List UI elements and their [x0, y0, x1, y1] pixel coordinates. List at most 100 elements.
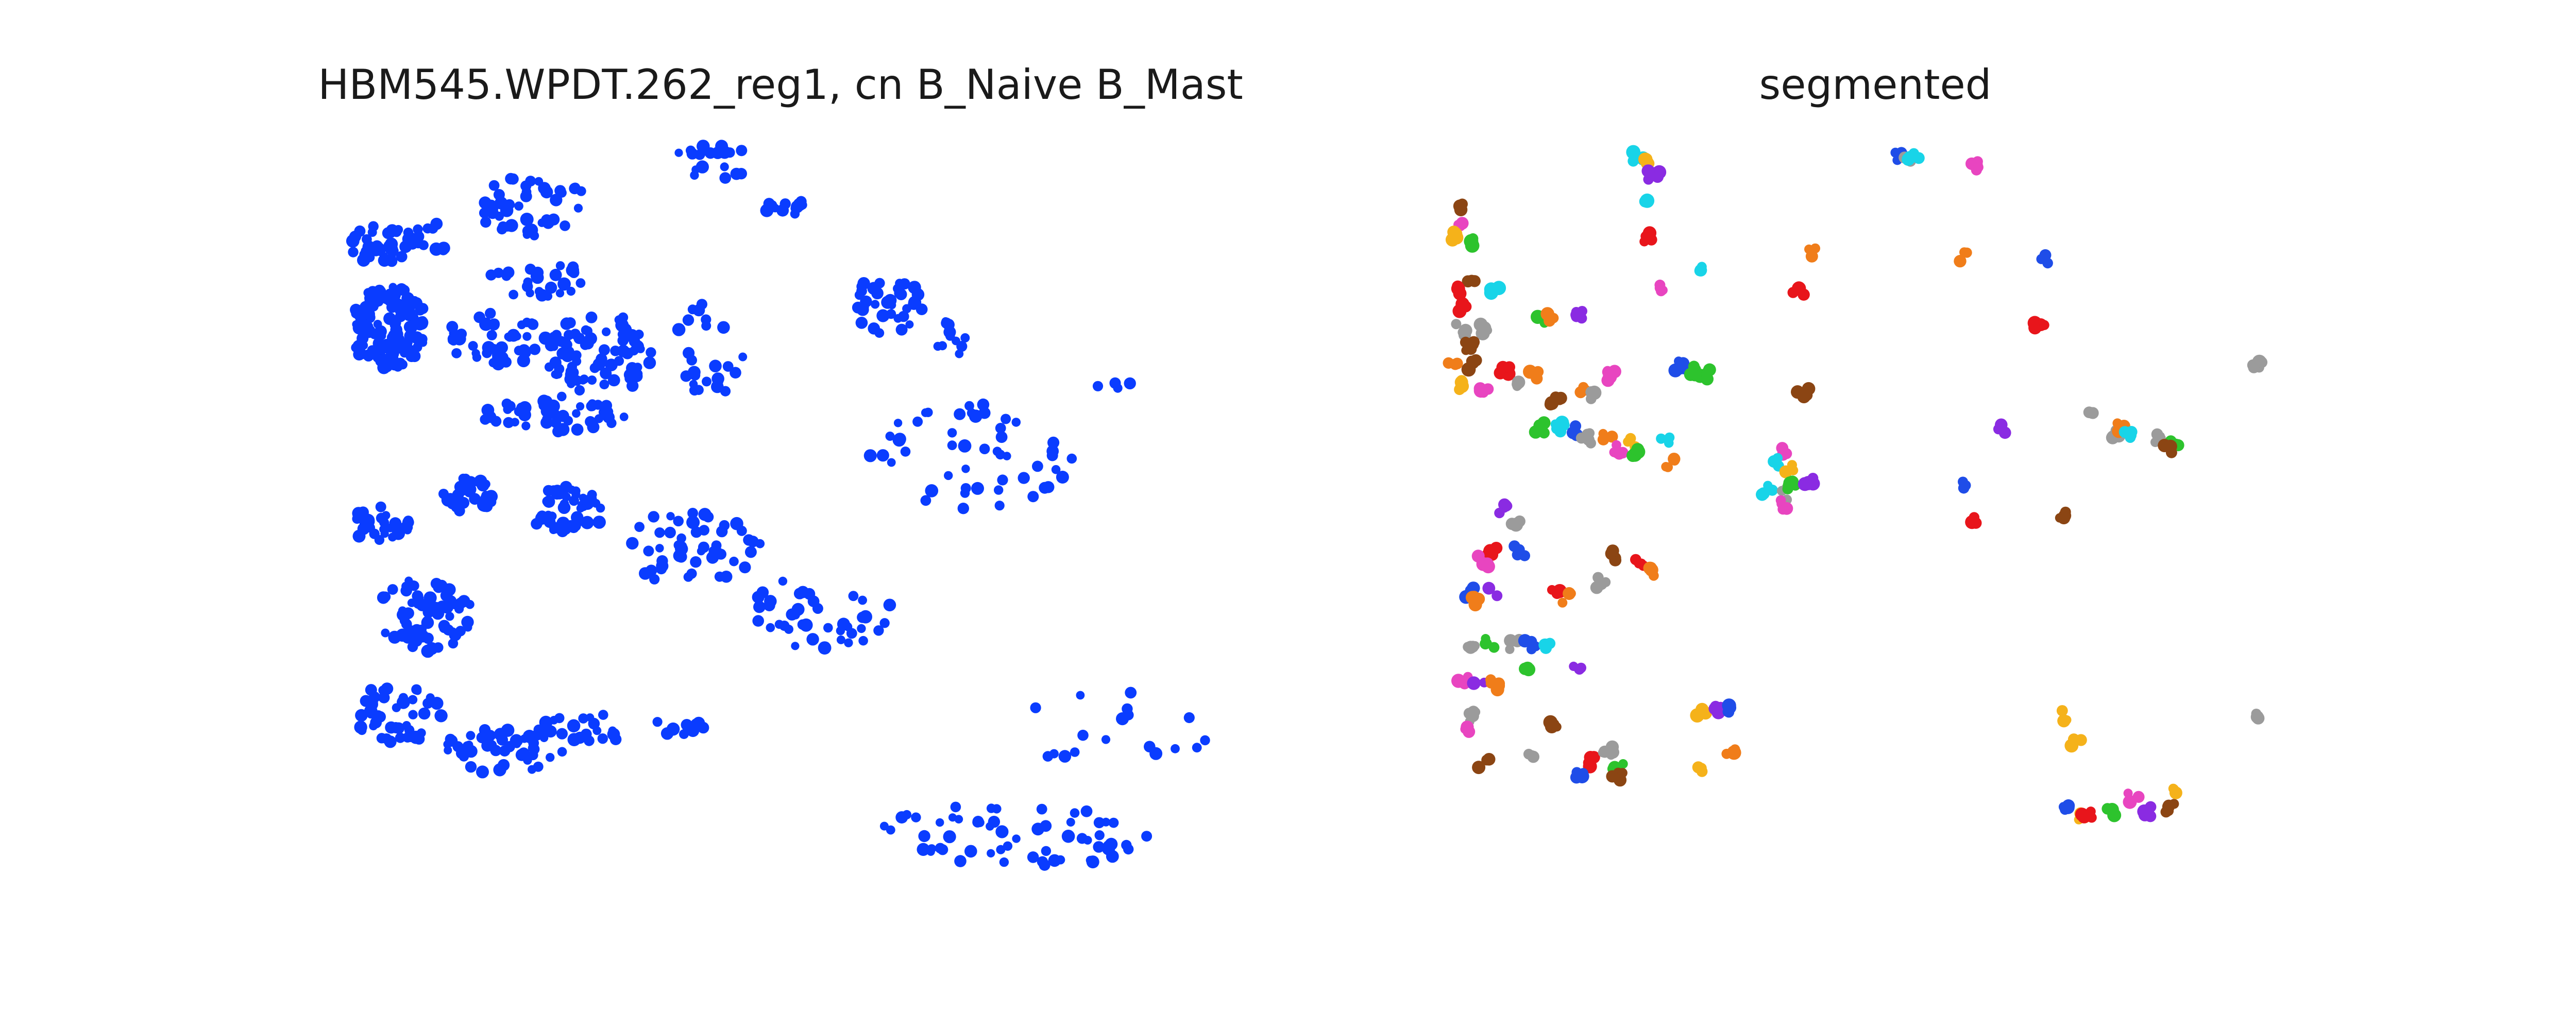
scatter-point: [876, 449, 889, 462]
segment-blob: [1639, 193, 1655, 208]
scatter-point: [738, 352, 748, 362]
scatter-point: [375, 501, 386, 512]
scatter-point: [736, 145, 748, 157]
scatter-point: [522, 730, 536, 743]
scatter-point: [610, 346, 621, 356]
scatter-point: [412, 636, 422, 647]
scatter-point: [505, 219, 518, 232]
scatter-point: [412, 590, 423, 602]
segment-blob: [1463, 641, 1480, 654]
scatter-point: [1056, 855, 1065, 865]
segment-blob: [1661, 453, 1681, 472]
scatter-point: [572, 356, 582, 366]
segment-blob: [1902, 148, 1925, 166]
scatter-point: [569, 183, 581, 195]
scatter-point: [954, 855, 967, 867]
scatter-point: [422, 606, 434, 619]
scatter-point: [392, 527, 405, 540]
scatter-point: [380, 529, 389, 538]
scatter-point: [397, 608, 410, 622]
scatter-point: [547, 511, 557, 521]
scatter-point: [619, 413, 629, 421]
scatter-point: [490, 416, 502, 427]
scatter-point: [1027, 851, 1039, 863]
scatter-point: [987, 849, 995, 857]
segment-blob: [1570, 767, 1589, 784]
scatter-point: [569, 495, 579, 506]
scatter-point: [490, 745, 502, 757]
scatter-point: [403, 344, 415, 356]
scatter-point: [690, 556, 702, 568]
scatter-point: [1076, 691, 1085, 700]
segment-blob: [1462, 274, 1481, 288]
scatter-point: [485, 307, 496, 319]
scatter-point: [681, 719, 693, 731]
scatter-point: [1046, 445, 1059, 457]
scatter-point: [954, 815, 963, 823]
scatter-point: [367, 228, 377, 237]
scatter-point: [608, 726, 617, 735]
scatter-point: [947, 440, 957, 451]
scatter-point: [476, 765, 489, 779]
scatter-point: [666, 722, 680, 736]
scatter-point: [374, 297, 384, 307]
segment-blob: [1529, 416, 1551, 439]
scatter-point: [756, 586, 769, 599]
scatter-point: [960, 483, 971, 493]
segment-blob: [1690, 702, 1713, 723]
segment-blob: [1639, 226, 1657, 247]
scatter-point: [933, 341, 943, 351]
scatter-point: [1122, 703, 1133, 715]
scatter-point: [418, 338, 428, 347]
scatter-point: [701, 314, 711, 325]
scatter-point: [464, 483, 477, 496]
scatter-point: [895, 288, 907, 300]
scatter-point: [1051, 465, 1061, 474]
segment-blob: [2119, 426, 2138, 443]
scatter-point: [1080, 805, 1093, 817]
scatter-point: [764, 595, 777, 608]
scatter-point: [879, 618, 890, 628]
scatter-point: [557, 501, 571, 514]
scatter-point: [380, 591, 391, 603]
scatter-point: [885, 432, 895, 441]
scatter-point: [1032, 460, 1043, 472]
scatter-point: [797, 619, 808, 630]
scatter-point: [978, 407, 991, 419]
scatter-point: [376, 733, 387, 744]
scatter-point: [673, 516, 684, 527]
scatter-point: [1192, 743, 1202, 753]
scatter-point: [709, 359, 722, 372]
scatter-point: [656, 559, 669, 573]
scatter-point: [886, 825, 895, 835]
scatter-point: [523, 277, 533, 287]
scatter-point: [979, 443, 990, 454]
scatter-point: [573, 203, 583, 213]
segment-blob: [1779, 460, 1799, 478]
scatter-point: [634, 522, 645, 532]
scatter-point: [587, 401, 597, 411]
scatter-point: [517, 354, 530, 368]
scatter-point: [364, 704, 378, 718]
scatter-point: [381, 511, 391, 520]
scatter-point: [860, 295, 872, 308]
scatter-point: [402, 732, 413, 743]
scatter-point: [609, 733, 622, 745]
segment-blob: [1451, 280, 1467, 300]
segment-blob: [1798, 473, 1820, 491]
scatter-point: [496, 734, 509, 746]
segment-blob: [2102, 803, 2122, 822]
segment-blob: [1509, 540, 1530, 561]
scatter-point: [498, 759, 510, 771]
scatter-point: [950, 801, 961, 813]
segment-blob: [1557, 587, 1576, 608]
scatter-point: [1030, 702, 1041, 713]
scatter-point: [570, 329, 581, 339]
scatter-point: [1047, 436, 1060, 449]
scatter-point: [1200, 735, 1210, 746]
scatter-point: [1070, 808, 1080, 818]
scatter-point: [1093, 817, 1105, 829]
scatter-point: [1124, 377, 1136, 390]
scatter-point: [997, 474, 1008, 486]
scatter-point: [688, 366, 701, 379]
